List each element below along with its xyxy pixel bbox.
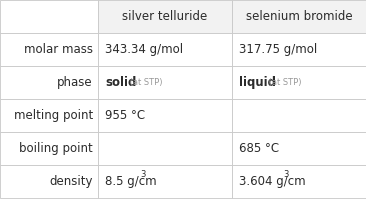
Bar [0,165,98,198]
Text: phase: phase [57,76,93,89]
Text: (at STP): (at STP) [265,78,301,87]
Bar [232,33,366,66]
Bar [98,132,232,165]
Text: melting point: melting point [14,109,93,122]
Text: 3: 3 [140,170,146,179]
Bar [232,99,366,132]
Text: 3.604 g/cm: 3.604 g/cm [239,175,306,188]
Text: 685 °C: 685 °C [239,142,279,155]
Bar [0,33,98,66]
Text: 955 °C: 955 °C [105,109,145,122]
Text: 8.5 g/cm: 8.5 g/cm [105,175,157,188]
Bar [98,165,232,198]
Bar [232,165,366,198]
Bar [0,132,98,165]
Text: 3: 3 [283,170,288,179]
Text: molar mass: molar mass [24,43,93,56]
Bar [0,99,98,132]
Bar [232,0,366,33]
Text: solid: solid [105,76,137,89]
Text: selenium bromide: selenium bromide [246,10,352,23]
Bar [232,66,366,99]
Text: (at STP): (at STP) [127,78,163,87]
Text: silver telluride: silver telluride [122,10,208,23]
Text: boiling point: boiling point [19,142,93,155]
Text: liquid: liquid [239,76,276,89]
Bar [98,99,232,132]
Bar [98,0,232,33]
Text: density: density [49,175,93,188]
Bar [0,66,98,99]
Bar [98,33,232,66]
Bar [0,0,98,33]
Text: 317.75 g/mol: 317.75 g/mol [239,43,317,56]
Bar [232,132,366,165]
Text: 343.34 g/mol: 343.34 g/mol [105,43,183,56]
Bar [98,66,232,99]
